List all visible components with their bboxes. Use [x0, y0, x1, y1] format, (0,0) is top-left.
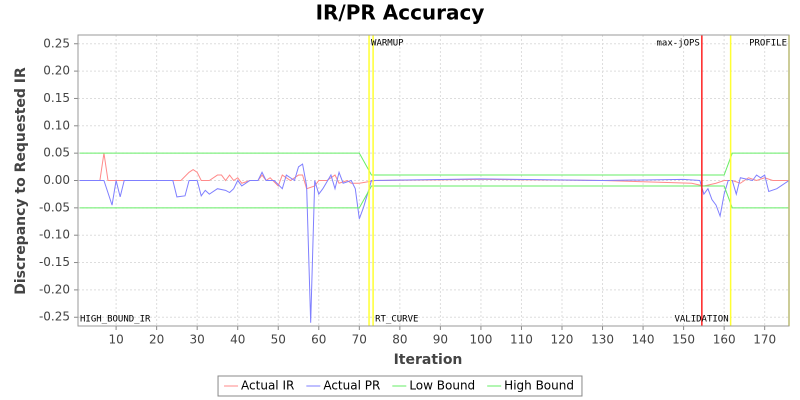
annotation: HIGH_BOUND_IR [80, 315, 151, 325]
x-tick-label: 170 [753, 333, 776, 347]
series-line [79, 153, 789, 190]
y-tick-label: 0.20 [43, 64, 70, 78]
y-tick-label: -0.20 [39, 282, 70, 296]
x-axis-label: Iteration [394, 352, 463, 368]
y-tick-label: 0.10 [43, 118, 70, 132]
legend-label: Low Bound [409, 379, 475, 393]
x-tick-label: 110 [510, 333, 533, 347]
plot-lines [79, 152, 789, 323]
plot-border [77, 34, 790, 327]
x-tick-label: 120 [551, 333, 574, 347]
y-axis-label: Discrepancy to Requested IR [13, 67, 29, 295]
x-tick-label: 70 [352, 333, 367, 347]
y-tick-label: 0.00 [43, 173, 70, 187]
y-tick-label: 0.05 [43, 146, 70, 160]
x-tick-label: 40 [230, 333, 245, 347]
x-tick-label: 80 [392, 333, 407, 347]
y-tick-label: 0.15 [43, 91, 70, 105]
legend-label: High Bound [504, 379, 574, 393]
y-tick-label: -0.05 [39, 200, 70, 214]
series-line [79, 152, 789, 176]
annotation: VALIDATION [674, 315, 728, 325]
annotation: WARMUP [371, 39, 404, 49]
legend-label: Actual PR [323, 379, 380, 393]
annotation: RT_CURVE [375, 315, 418, 325]
chart-title: IR/PR Accuracy [316, 1, 485, 25]
series-line [79, 185, 789, 209]
x-tick-label: 130 [591, 333, 614, 347]
x-tick-label: 10 [108, 333, 123, 347]
x-tick-label: 150 [672, 333, 695, 347]
x-tick-label: 20 [149, 333, 164, 347]
x-tick-label: 90 [433, 333, 448, 347]
y-tick-label: -0.10 [39, 228, 70, 242]
x-tick-label: 60 [311, 333, 326, 347]
annotation: PROFILE [749, 39, 787, 49]
legend-label: Actual IR [241, 379, 294, 393]
x-tick-label: 50 [271, 333, 286, 347]
x-tick-label: 100 [469, 333, 492, 347]
y-tick-label: -0.25 [39, 310, 70, 324]
x-tick-label: 140 [632, 333, 655, 347]
x-tick-label: 160 [713, 333, 736, 347]
x-tick-label: 30 [190, 333, 205, 347]
y-tick-label: -0.15 [39, 255, 70, 269]
legend: Actual IR Actual PR Low Bound High Bound [217, 375, 583, 397]
annotation: max-jOPS [656, 39, 699, 49]
y-tick-label: 0.25 [43, 36, 70, 50]
